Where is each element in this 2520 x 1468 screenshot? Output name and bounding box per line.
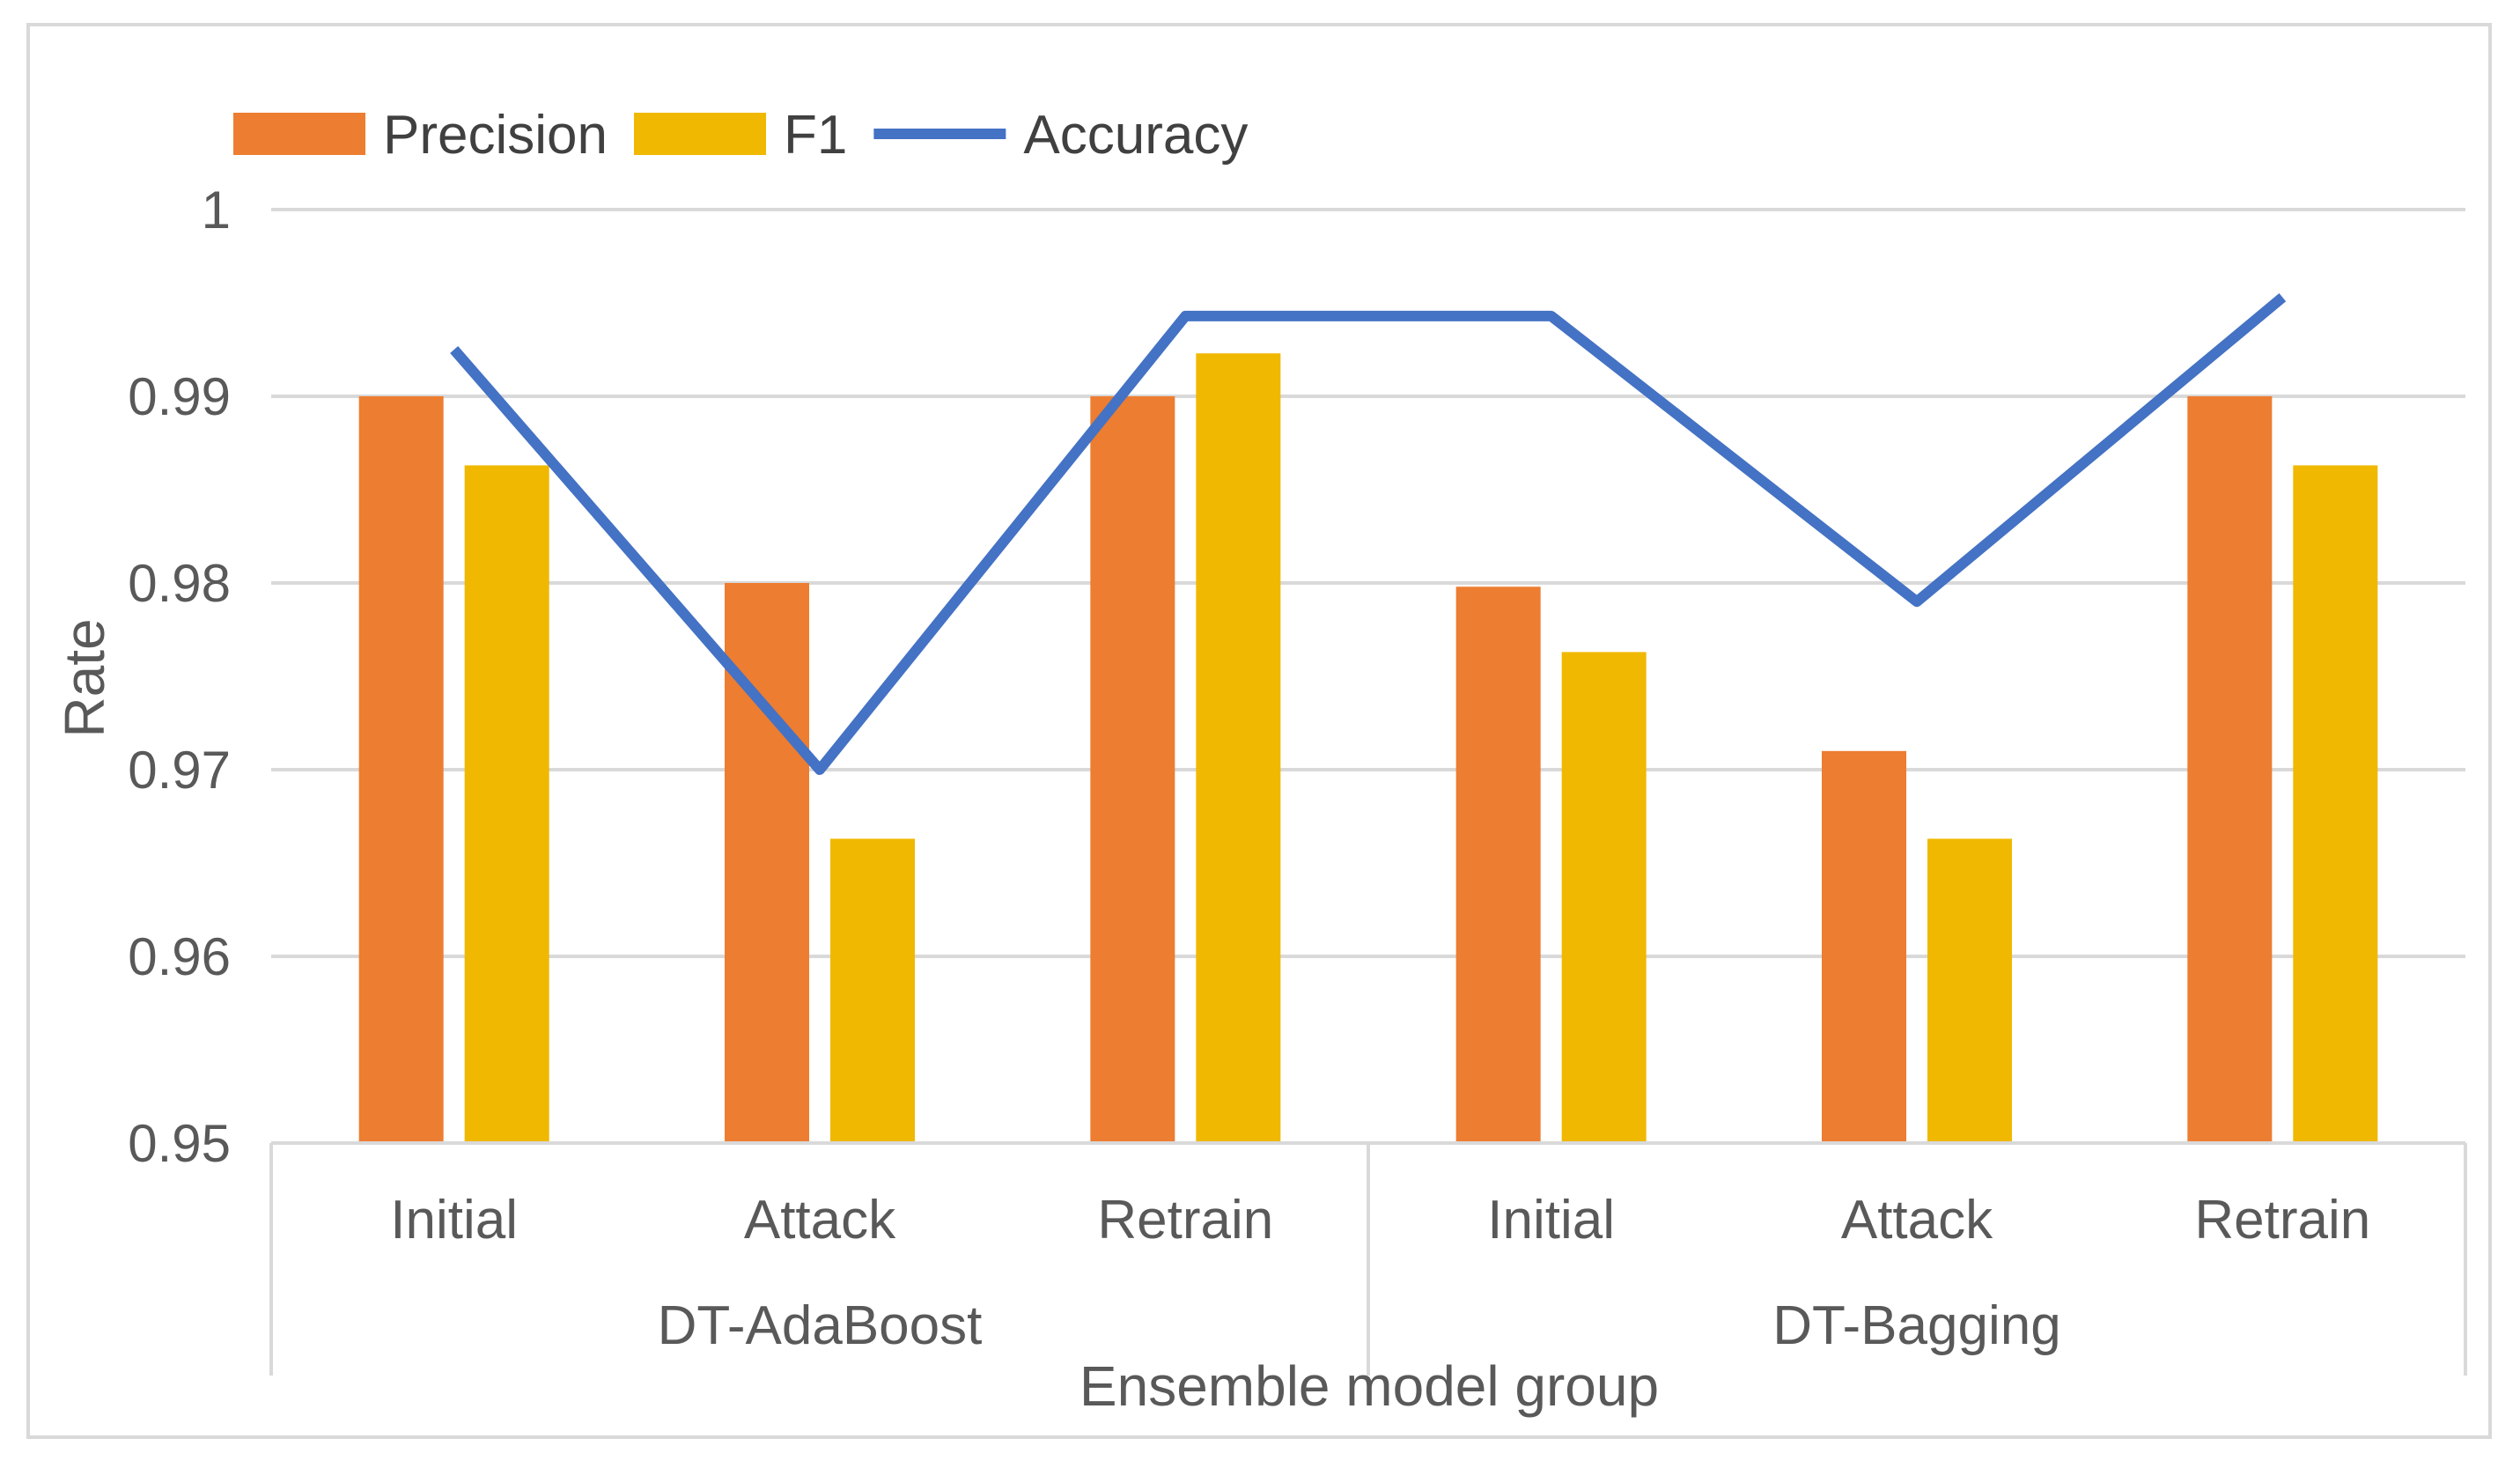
bar-precision-0 bbox=[358, 396, 444, 1143]
bar-f1-3 bbox=[1561, 652, 1647, 1143]
group-label: DT-AdaBoost bbox=[658, 1295, 983, 1356]
legend-label-accuracy: Accuracy bbox=[1023, 105, 1248, 166]
category-label: Initial bbox=[1487, 1190, 1615, 1250]
y-tick-label: 0.98 bbox=[128, 554, 231, 613]
category-label: Retrain bbox=[2194, 1190, 2370, 1250]
bar-precision-5 bbox=[2187, 396, 2273, 1143]
bar-f1-1 bbox=[830, 838, 915, 1143]
x-axis-title: Ensemble model group bbox=[1079, 1354, 1659, 1418]
category-label: Attack bbox=[744, 1190, 896, 1250]
category-label: Attack bbox=[1841, 1190, 1993, 1250]
y-tick-label: 0.95 bbox=[128, 1114, 231, 1173]
y-axis-title: Rate bbox=[53, 618, 116, 737]
bar-precision-3 bbox=[1455, 586, 1541, 1143]
bar-precision-4 bbox=[1822, 750, 1906, 1143]
y-tick-label: 0.99 bbox=[128, 367, 231, 426]
legend-label-f1: F1 bbox=[784, 105, 847, 166]
y-tick-label: 1 bbox=[202, 181, 231, 240]
bar-precision-2 bbox=[1090, 396, 1175, 1143]
legend-swatch-f1 bbox=[634, 113, 766, 155]
y-tick-label: 0.96 bbox=[128, 927, 231, 986]
line-accuracy bbox=[450, 293, 2287, 775]
bar-f1-0 bbox=[464, 465, 549, 1143]
legend-label-precision: Precision bbox=[383, 105, 608, 166]
bar-f1-5 bbox=[2293, 465, 2378, 1143]
bar-f1-2 bbox=[1196, 353, 1281, 1143]
category-label: Retrain bbox=[1097, 1190, 1273, 1250]
line-layer bbox=[450, 293, 2287, 775]
grid-layer bbox=[271, 208, 2465, 958]
category-label: Initial bbox=[390, 1190, 518, 1250]
axis-layer: 0.95 0.96 0.97 0.98 0.99 1 Initial Attack Retrai… bbox=[128, 181, 2467, 1376]
group-label: DT-Bagging bbox=[1772, 1295, 2060, 1356]
y-tick-label: 0.97 bbox=[128, 741, 231, 800]
legend-layer: Precision F1 Accuracy bbox=[233, 105, 1248, 166]
legend-swatch-precision bbox=[233, 113, 365, 155]
bar-f1-4 bbox=[1927, 838, 2012, 1143]
